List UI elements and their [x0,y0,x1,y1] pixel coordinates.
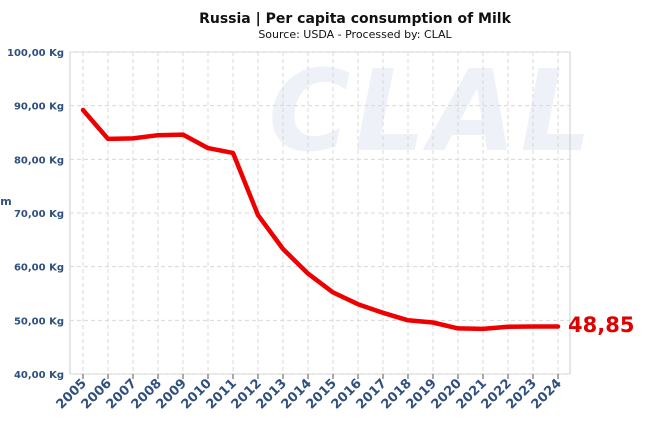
y-tick-label: 40,00 Kg [14,370,64,381]
y-axis-label: m [0,195,11,208]
chart-subtitle: Source: USDA - Processed by: CLAL [258,28,452,41]
y-tick-label: 60,00 Kg [14,263,64,274]
y-tick-label: 90,00 Kg [14,102,64,113]
y-tick-label: 70,00 Kg [14,209,64,220]
series-line [80,107,561,332]
x-axis: 2005200620072008200920102011201220132014… [54,374,565,412]
series-layer [80,107,561,332]
last-value-label: 48,85 [568,313,634,337]
y-tick-label: 100,00 Kg [7,48,64,59]
y-axis: 40,00 Kg 50,00 Kg 60,00 Kg 70,00 Kg 80,00 Kg… [7,48,64,381]
y-tick-label: 80,00 Kg [14,155,64,166]
chart-title: Russia | Per capita consumption of Milk [199,11,511,27]
watermark-logo: CLAL [268,47,596,177]
y-tick-label: 50,00 Kg [14,316,64,327]
